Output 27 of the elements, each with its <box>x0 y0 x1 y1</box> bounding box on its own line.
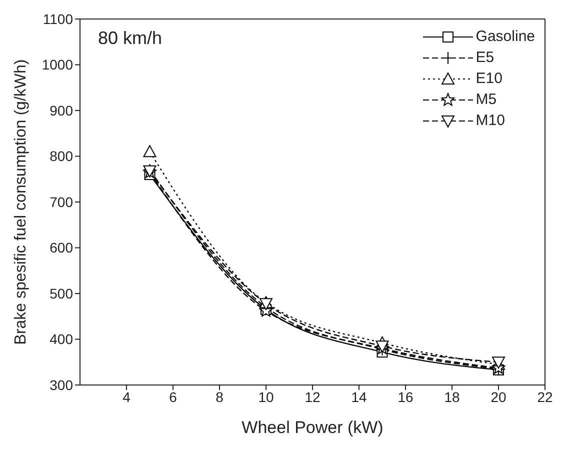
x-tick-label: 10 <box>258 388 274 405</box>
y-tick-label: 700 <box>50 194 74 210</box>
y-tick-label: 1100 <box>42 10 74 27</box>
y-axis-title: Brake spesific fuel consumption (g/kWh) <box>12 59 30 345</box>
legend-label: M5 <box>476 91 497 108</box>
x-tick-label: 22 <box>537 388 553 405</box>
y-tick-label: 900 <box>50 102 74 118</box>
x-tick-label: 18 <box>444 388 460 405</box>
x-tick-label: 4 <box>122 388 131 405</box>
x-tick-label: 6 <box>169 388 178 405</box>
x-tick-label: 12 <box>304 388 320 405</box>
legend-label: E10 <box>476 70 502 87</box>
y-tick-label: 1000 <box>42 56 74 73</box>
x-tick-label: 14 <box>351 388 367 405</box>
legend-label: M10 <box>476 112 505 129</box>
legend-label: Gasoline <box>476 28 535 45</box>
x-tick-label: 20 <box>490 388 506 405</box>
y-tick-label: 600 <box>50 240 74 256</box>
legend-label: E5 <box>476 49 494 66</box>
x-axis-title: Wheel Power (kW) <box>242 418 384 437</box>
y-tick-label: 400 <box>50 331 74 348</box>
y-tick-label: 800 <box>50 148 74 164</box>
y-tick-label: 300 <box>50 376 74 393</box>
annotation: 80 km/h <box>98 28 162 49</box>
x-tick-label: 16 <box>398 388 414 405</box>
x-tick-label: 8 <box>216 388 224 405</box>
y-tick-label: 500 <box>50 285 74 302</box>
